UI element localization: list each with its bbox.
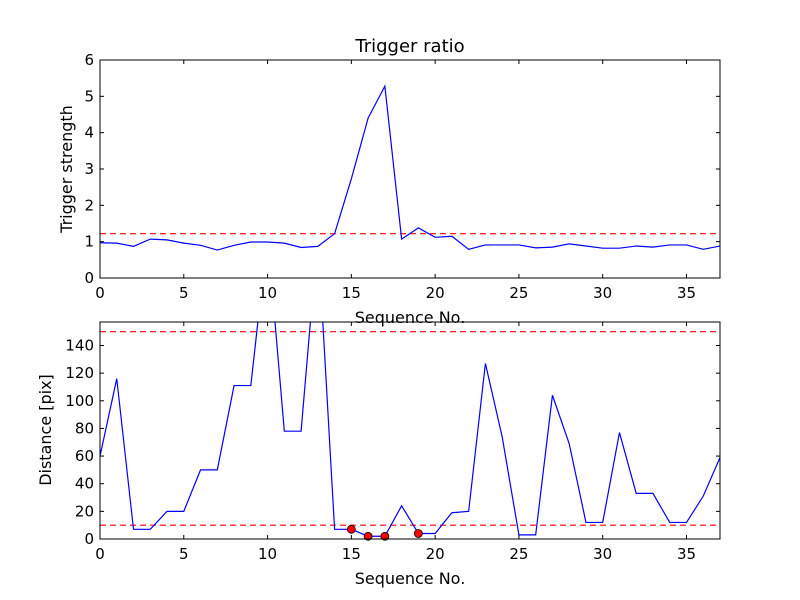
y-tick-label: 100 (65, 392, 94, 410)
y-tick-label: 4 (84, 124, 94, 142)
data-point-marker (413, 529, 423, 538)
x-tick-label: 10 (258, 545, 277, 563)
y-tick-label: 20 (75, 502, 94, 520)
x-tick-label: 20 (426, 545, 445, 563)
x-tick-label: 30 (593, 284, 612, 302)
plot-frame (99, 59, 721, 279)
x-tick-label: 35 (677, 545, 696, 563)
y-tick-label: 1 (84, 233, 94, 251)
series-line (100, 84, 720, 251)
x-tick-label: 0 (95, 284, 105, 302)
x-tick-label: 25 (509, 284, 528, 302)
x-tick-label: 35 (677, 284, 696, 302)
y-tick-label: 80 (75, 419, 94, 437)
x-tick-label: 10 (258, 284, 277, 302)
distance-panel: 0 5 10 15 20 25 30 35 0 20 40 60 80 100 120 140 Sequen… (36, 321, 721, 588)
data-point-marker (346, 524, 356, 534)
y-tick-label: 6 (84, 51, 94, 69)
y-tick-label: 0 (84, 269, 94, 287)
data-point-marker (363, 531, 373, 541)
plot-frame (99, 321, 721, 540)
x-tick-label: 20 (426, 284, 445, 302)
x-tick-label: 5 (179, 545, 189, 563)
chart-title: Trigger ratio (354, 36, 464, 57)
y-tick-label: 140 (65, 336, 94, 354)
y-tick-label: 2 (84, 196, 94, 214)
y-tick-label: 120 (65, 364, 94, 382)
y-axis-label: Trigger strength (57, 105, 76, 234)
y-tick-label: 40 (75, 475, 94, 493)
x-tick-label: 5 (179, 284, 189, 302)
x-tick-label: 25 (509, 545, 528, 563)
y-tick-label: 3 (84, 160, 94, 178)
y-axis-label: Distance [pix] (36, 374, 55, 486)
y-tick-label: 5 (84, 87, 94, 105)
x-tick-label: 15 (342, 284, 361, 302)
x-tick-label: 0 (95, 545, 105, 563)
x-tick-label: 15 (342, 545, 361, 563)
x-axis-label: Sequence No. (355, 569, 466, 588)
x-axis-label: Sequence No. (355, 308, 466, 327)
trigger-ratio-panel: Trigger ratio 0 5 10 15 20 25 30 35 0 1 2 3 4 5 6 Seq… (57, 36, 721, 327)
y-tick-label: 60 (75, 447, 94, 465)
y-tick-label: 0 (84, 530, 94, 548)
data-point-marker (380, 531, 390, 541)
x-tick-label: 30 (593, 545, 612, 563)
series-line (100, 322, 720, 537)
